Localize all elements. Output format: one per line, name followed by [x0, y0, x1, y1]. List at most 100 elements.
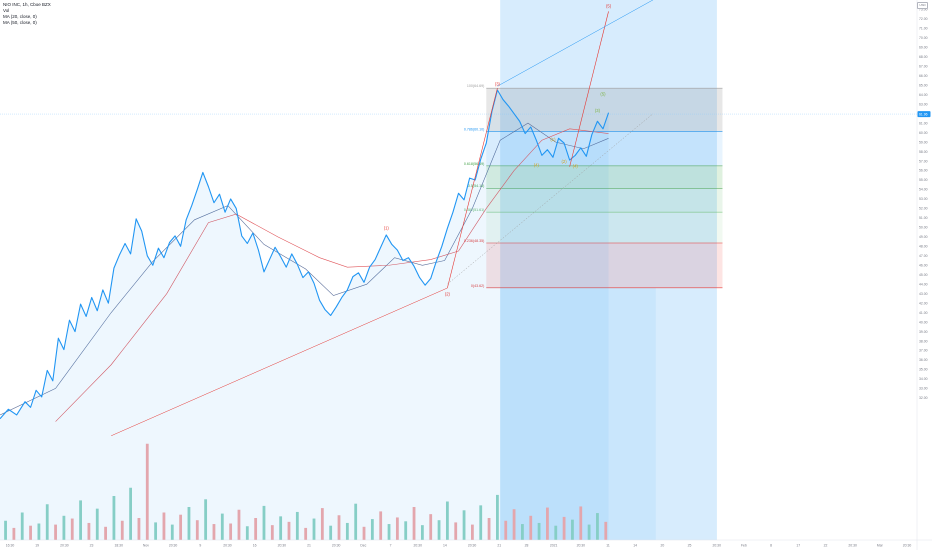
price-tick-label: 38.00 [919, 339, 928, 343]
volume-bar [395, 517, 399, 540]
time-tick-label: 20:30 [903, 544, 912, 548]
legend-volume[interactable]: Vol [3, 8, 10, 13]
volume-bar [20, 512, 24, 540]
price-tick-label: 37.00 [919, 349, 928, 353]
fib-level-label: 0.618(56.49) [464, 162, 484, 166]
price-tick-label: 47.00 [919, 254, 928, 258]
price-tick-label: 66.00 [919, 74, 928, 78]
trend-line [111, 287, 448, 437]
time-tick-label: 17 [796, 544, 800, 548]
volume-bar [112, 496, 116, 540]
moving-averages [0, 122, 609, 422]
fib-band [486, 165, 723, 189]
fib-band [486, 243, 723, 288]
price-tick-label: 69.00 [919, 46, 928, 50]
currency-button[interactable]: USD [917, 2, 928, 9]
time-tick-label: Nov [143, 544, 149, 548]
volume-bar [329, 525, 333, 540]
legend-ma-slow[interactable]: MA (50, close, 0) [3, 20, 37, 25]
price-tick-label: 51.00 [919, 216, 928, 220]
volume-bar [445, 501, 449, 540]
time-axis: 16:30 19 20:30 23 18:30 Nov 20:30 9 20:30 16 20:30… [0, 539, 932, 548]
wave-label: (3) [595, 108, 601, 113]
price-tick-label: 65.00 [919, 83, 928, 87]
fib-level-label: 0.5(54.13) [468, 184, 484, 188]
volume-bar [137, 518, 141, 540]
volume-bar [354, 503, 358, 540]
wave-label: (4) [534, 163, 540, 168]
volume-bar [204, 499, 208, 540]
wave-label: (5) [600, 92, 606, 97]
volume-bar [154, 522, 158, 540]
time-tick-label: 2021 [550, 544, 558, 548]
volume-bar [12, 527, 16, 540]
volume-bar [237, 509, 241, 540]
time-tick-label: 20:30 [468, 544, 477, 548]
volume-bar [437, 520, 441, 540]
fib-level-label: 0.786(60.10) [464, 128, 484, 132]
fib-band [486, 212, 723, 243]
legend-symbol[interactable]: NIO INC, 1h, Cboe BZX [3, 2, 51, 7]
price-tick-label: 43.00 [919, 292, 928, 296]
volume-bar [245, 526, 249, 540]
volume-bar [412, 507, 416, 540]
price-tick-label: 55.00 [919, 178, 928, 182]
volume-bar [70, 518, 74, 540]
price-tick-label: 73.00 [919, 8, 928, 12]
time-tick-label: 11 [606, 544, 610, 548]
time-tick-label: 20:30 [169, 544, 178, 548]
ma-fast-line [0, 122, 609, 416]
price-tick-label: 48.00 [919, 245, 928, 249]
drawings-layer[interactable]: (1) (2) (3) (4) (5) (1) (2) (3) (5) (4) [111, 0, 661, 437]
time-tick-label: 18:30 [114, 544, 123, 548]
projection-zone [500, 0, 717, 540]
price-tick-label: 49.00 [919, 235, 928, 239]
volume-bar [312, 518, 316, 540]
legend-ma-fast[interactable]: MA (20, close, 0) [3, 14, 37, 19]
ma-slow-line [55, 128, 609, 422]
volume-bar [579, 506, 583, 540]
volume-bar [145, 443, 149, 540]
time-tick-label: Mar [877, 544, 884, 548]
volume-bar [512, 509, 516, 540]
price-tick-label: 45.00 [919, 273, 928, 277]
price-tick-label: 50.00 [919, 226, 928, 230]
price-tick-label: 33.00 [919, 387, 928, 391]
volume-bar [521, 524, 524, 540]
price-tick-label: 54.00 [919, 188, 928, 192]
wave-label: (3) [495, 81, 501, 86]
price-tick-label: 39.00 [919, 330, 928, 334]
time-tick-label: Dec [360, 544, 366, 548]
volume-bar [596, 513, 599, 540]
price-axis-bg [917, 0, 932, 550]
price-tick-label: 57.00 [919, 159, 928, 163]
volume-bar [79, 500, 82, 540]
volume-bar [120, 520, 124, 540]
fib-level-label: 0.236(48.35) [464, 239, 484, 243]
volume-bar [254, 518, 258, 540]
wave-label: (2) [562, 159, 568, 164]
price-tick-label: 63.00 [919, 102, 928, 106]
volume-bar [379, 511, 383, 540]
volume-bar [220, 513, 224, 540]
volume-bar [87, 522, 91, 540]
time-tick-label: 28 [525, 544, 529, 548]
volume-bar [504, 520, 508, 540]
chart-legend: NIO INC, 1h, Cboe BZX Vol MA (20, close,… [3, 2, 51, 26]
volume-bar [370, 519, 374, 540]
fib-level-label: 0.382(51.61) [464, 208, 484, 212]
price-tick-label: 40.00 [919, 320, 928, 324]
price-tick-label: 36.00 [919, 358, 928, 362]
time-tick-label: 21 [307, 544, 311, 548]
volume-bar [187, 507, 191, 540]
price-tick-label: 35.00 [919, 368, 928, 372]
volume-bar [270, 525, 274, 540]
volume-bar [554, 525, 558, 540]
current-price-label: 61.96 [919, 112, 928, 116]
fib-level-label: 0(43.62) [471, 284, 484, 288]
price-tick-label: 44.00 [919, 282, 928, 286]
time-tick-label: 21 [497, 544, 501, 548]
volume-bar [562, 516, 566, 540]
price-series [0, 89, 610, 540]
